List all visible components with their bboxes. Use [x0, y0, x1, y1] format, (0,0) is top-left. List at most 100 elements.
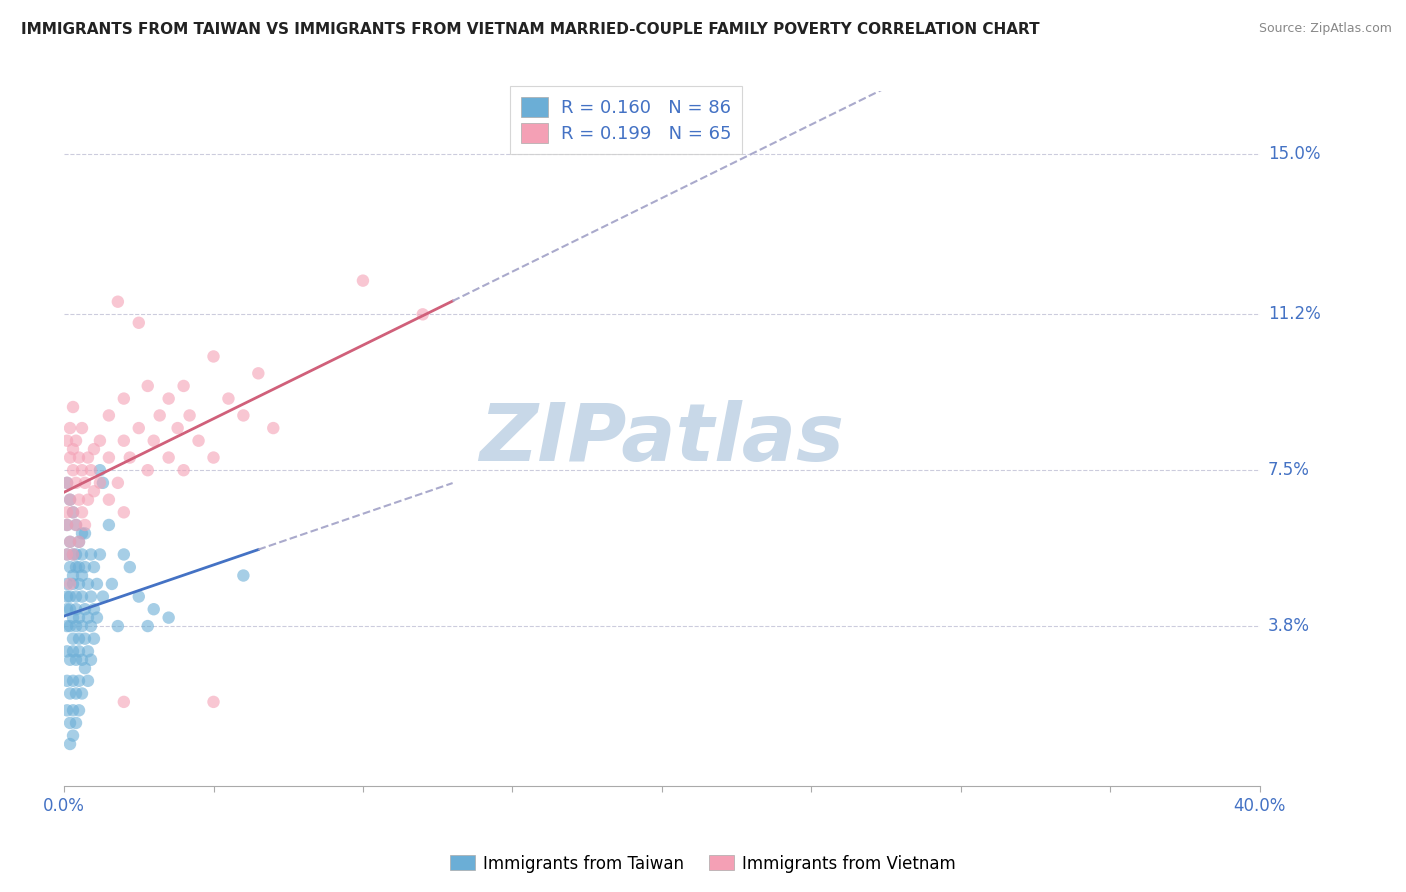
Point: [67, 673, 90, 688]
Point: [59, 590, 82, 604]
Point: [118, 450, 141, 465]
Point: [202, 695, 225, 709]
Point: [67, 577, 90, 591]
Text: IMMIGRANTS FROM TAIWAN VS IMMIGRANTS FROM VIETNAM MARRIED-COUPLE FAMILY POVERTY : IMMIGRANTS FROM TAIWAN VS IMMIGRANTS FRO…: [21, 22, 1039, 37]
Point: [73, 632, 96, 646]
Point: [67, 560, 90, 574]
Point: [67, 450, 90, 465]
Point: [56, 548, 79, 562]
Point: [77, 610, 100, 624]
Point: [112, 434, 135, 448]
Point: [70, 686, 93, 700]
Point: [62, 442, 84, 457]
Point: [107, 475, 129, 490]
Point: [128, 316, 150, 330]
Point: [112, 505, 135, 519]
Legend: R = 0.160   N = 86, R = 0.199   N = 65: R = 0.160 N = 86, R = 0.199 N = 65: [510, 87, 742, 154]
Legend: Immigrants from Taiwan, Immigrants from Vietnam: Immigrants from Taiwan, Immigrants from …: [443, 848, 963, 880]
Point: [73, 526, 96, 541]
Point: [80, 653, 103, 667]
Point: [56, 434, 79, 448]
Point: [59, 534, 82, 549]
Point: [59, 534, 82, 549]
Point: [59, 686, 82, 700]
Point: [77, 492, 100, 507]
Point: [70, 463, 93, 477]
Text: 15.0%: 15.0%: [1268, 145, 1320, 163]
Point: [67, 703, 90, 717]
Point: [65, 434, 87, 448]
Point: [118, 560, 141, 574]
Point: [62, 610, 84, 624]
Point: [86, 577, 108, 591]
Point: [80, 463, 103, 477]
Point: [70, 421, 93, 435]
Point: [173, 463, 195, 477]
Point: [166, 421, 188, 435]
Point: [62, 577, 84, 591]
Text: 7.5%: 7.5%: [1268, 461, 1310, 479]
Point: [77, 673, 100, 688]
Point: [83, 442, 105, 457]
Point: [59, 450, 82, 465]
Point: [136, 379, 159, 393]
Point: [91, 590, 114, 604]
Point: [73, 602, 96, 616]
Point: [70, 619, 93, 633]
Point: [65, 518, 87, 533]
Point: [65, 518, 87, 533]
Point: [112, 548, 135, 562]
Point: [157, 610, 180, 624]
Point: [173, 379, 195, 393]
Point: [73, 661, 96, 675]
Point: [56, 475, 79, 490]
Point: [83, 602, 105, 616]
Point: [232, 409, 254, 423]
Point: [65, 590, 87, 604]
Point: [77, 450, 100, 465]
Point: [67, 492, 90, 507]
Point: [80, 619, 103, 633]
Point: [232, 568, 254, 582]
Point: [97, 450, 120, 465]
Point: [91, 475, 114, 490]
Point: [65, 686, 87, 700]
Text: Source: ZipAtlas.com: Source: ZipAtlas.com: [1258, 22, 1392, 36]
Point: [70, 653, 93, 667]
Point: [70, 568, 93, 582]
Point: [83, 632, 105, 646]
Point: [97, 492, 120, 507]
Point: [56, 619, 79, 633]
Point: [202, 450, 225, 465]
Point: [187, 434, 209, 448]
Point: [77, 644, 100, 658]
Point: [62, 505, 84, 519]
Point: [62, 568, 84, 582]
Point: [62, 548, 84, 562]
Point: [136, 619, 159, 633]
Point: [202, 350, 225, 364]
Text: 3.8%: 3.8%: [1268, 617, 1310, 635]
Point: [65, 619, 87, 633]
Point: [77, 577, 100, 591]
Point: [67, 534, 90, 549]
Point: [89, 434, 111, 448]
Point: [62, 632, 84, 646]
Point: [59, 653, 82, 667]
Point: [142, 434, 165, 448]
Point: [62, 463, 84, 477]
Point: [262, 421, 284, 435]
Point: [412, 307, 434, 321]
Point: [59, 737, 82, 751]
Point: [73, 518, 96, 533]
Point: [112, 392, 135, 406]
Point: [67, 610, 90, 624]
Point: [56, 518, 79, 533]
Point: [65, 602, 87, 616]
Point: [65, 715, 87, 730]
Point: [89, 463, 111, 477]
Point: [157, 450, 180, 465]
Point: [56, 602, 79, 616]
Point: [65, 560, 87, 574]
Point: [56, 644, 79, 658]
